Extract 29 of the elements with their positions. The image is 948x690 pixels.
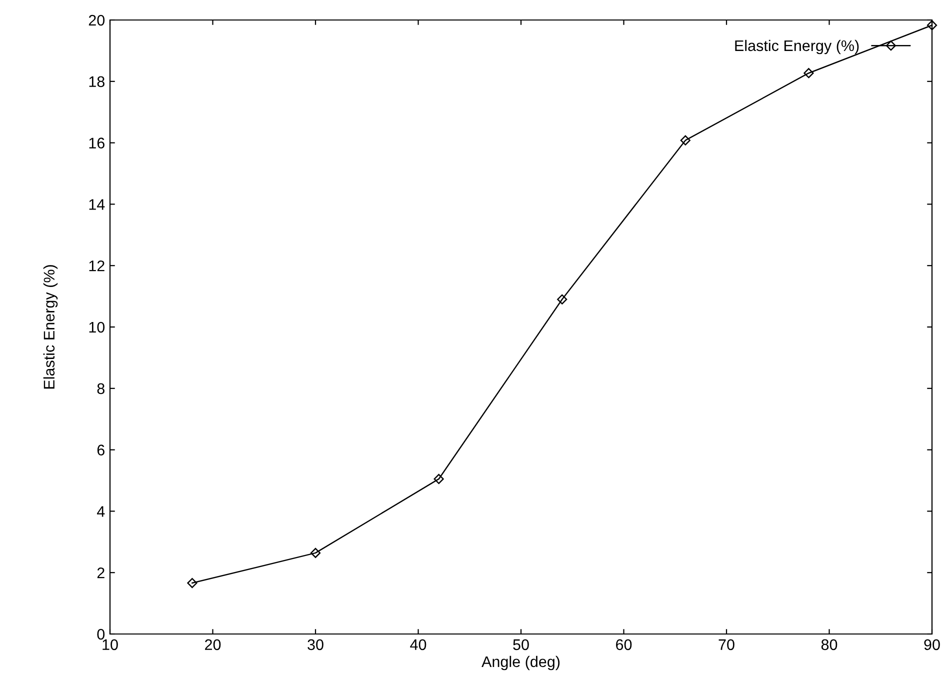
x-tick-label: 80 (821, 639, 838, 650)
y-tick-label: 6 (97, 444, 104, 456)
x-tick-label: 40 (410, 639, 426, 650)
y-tick-label: 8 (97, 383, 104, 394)
x-axis-title: Angle (deg) (482, 656, 560, 670)
x-tick-label: 50 (513, 639, 529, 650)
legend-label: Elastic Energy (%) (735, 40, 859, 54)
point (680, 135, 690, 146)
point (187, 578, 198, 588)
y-tick-label: 0 (97, 628, 105, 640)
point (557, 294, 568, 304)
y-axis-title: Elastic Energy (%) (43, 265, 58, 389)
x-tick-label: 90 (924, 639, 940, 650)
y-tick-label: 4 (96, 506, 105, 517)
point (310, 548, 321, 558)
y-tick-label: 16 (89, 138, 104, 148)
point (434, 474, 444, 484)
y-tick-label: 18 (89, 76, 104, 88)
x-tick-label: 60 (616, 639, 632, 650)
y-tick-label: 14 (89, 199, 105, 210)
x-tick-label: 20 (205, 639, 221, 650)
y-tick-label: 2 (97, 567, 104, 578)
point (926, 20, 938, 30)
y-tick-label: 12 (89, 260, 104, 272)
x-tick-label: 30 (308, 639, 324, 650)
y-tick-label: 20 (88, 14, 105, 26)
point (804, 68, 814, 78)
y-tick-label: 10 (89, 322, 105, 333)
x-tick-label: 70 (718, 639, 734, 650)
